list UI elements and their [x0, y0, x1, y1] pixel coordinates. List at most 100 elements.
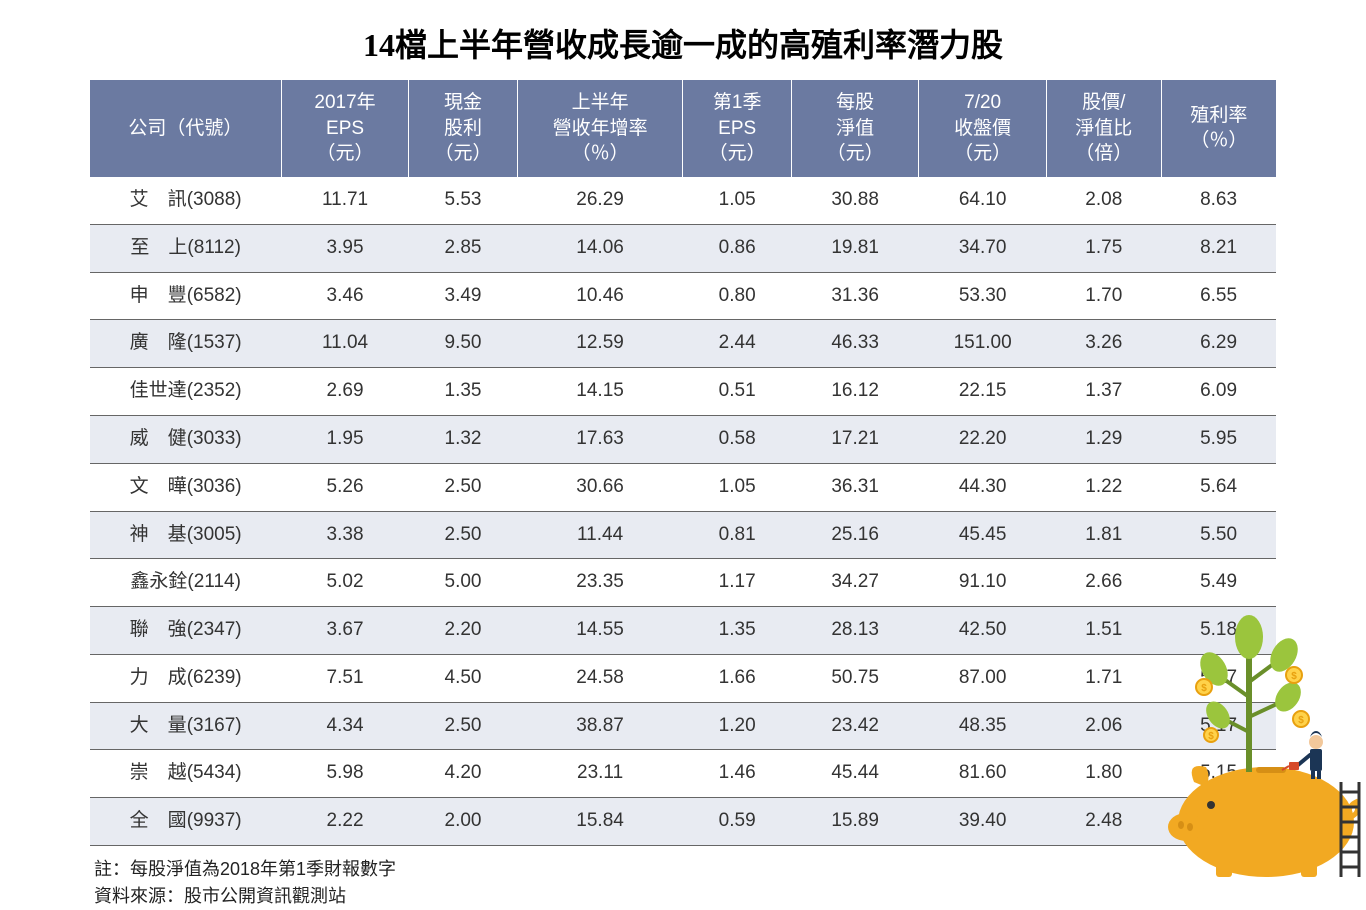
cell-h1growth: 24.58: [517, 654, 683, 702]
cell-eps2017: 11.71: [281, 177, 409, 224]
cell-pb: 1.75: [1046, 224, 1161, 272]
cell-q1eps: 0.81: [683, 511, 791, 559]
cell-cashdiv: 2.20: [409, 607, 517, 655]
table-body: 艾 訊(3088)11.715.5326.291.0530.8864.102.0…: [90, 177, 1276, 846]
cell-yield: 6.29: [1161, 320, 1276, 368]
col-close: 7/20收盤價（元）: [919, 80, 1047, 177]
cell-cashdiv: 2.50: [409, 702, 517, 750]
cell-cashdiv: 5.53: [409, 177, 517, 224]
table-row: 佳世達(2352)2.691.3514.150.5116.1222.151.37…: [90, 368, 1276, 416]
table-header-row: 公司（代號） 2017年EPS（元） 現金股利（元） 上半年營收年增率（％） 第…: [90, 80, 1276, 177]
cell-eps2017: 5.02: [281, 559, 409, 607]
table-row: 至 上(8112)3.952.8514.060.8619.8134.701.75…: [90, 224, 1276, 272]
cell-h1growth: 12.59: [517, 320, 683, 368]
footnote-line1: 註：每股淨值為2018年第1季財報數字: [94, 856, 1276, 883]
cell-h1growth: 14.55: [517, 607, 683, 655]
cell-pb: 1.51: [1046, 607, 1161, 655]
cell-q1eps: 2.44: [683, 320, 791, 368]
cell-company: 神 基(3005): [90, 511, 281, 559]
cell-bvps: 15.89: [791, 798, 919, 846]
cell-close: 39.40: [919, 798, 1047, 846]
cell-q1eps: 0.51: [683, 368, 791, 416]
cell-bvps: 28.13: [791, 607, 919, 655]
cell-eps2017: 5.26: [281, 463, 409, 511]
cell-company: 申 豐(6582): [90, 272, 281, 320]
table-row: 文 曄(3036)5.262.5030.661.0536.3144.301.22…: [90, 463, 1276, 511]
stock-table: 公司（代號） 2017年EPS（元） 現金股利（元） 上半年營收年增率（％） 第…: [90, 80, 1276, 846]
cell-bvps: 23.42: [791, 702, 919, 750]
cell-eps2017: 7.51: [281, 654, 409, 702]
cell-bvps: 19.81: [791, 224, 919, 272]
cell-bvps: 46.33: [791, 320, 919, 368]
cell-bvps: 31.36: [791, 272, 919, 320]
cell-yield: 8.21: [1161, 224, 1276, 272]
table-row: 大 量(3167)4.342.5038.871.2023.4248.352.06…: [90, 702, 1276, 750]
cell-pb: 1.81: [1046, 511, 1161, 559]
cell-q1eps: 0.59: [683, 798, 791, 846]
cell-company: 力 成(6239): [90, 654, 281, 702]
cell-close: 22.15: [919, 368, 1047, 416]
table-row: 神 基(3005)3.382.5011.440.8125.1645.451.81…: [90, 511, 1276, 559]
cell-yield: 5.18: [1161, 607, 1276, 655]
cell-yield: 5.50: [1161, 511, 1276, 559]
cell-eps2017: 2.22: [281, 798, 409, 846]
cell-q1eps: 1.46: [683, 750, 791, 798]
cell-yield: 5.08: [1161, 798, 1276, 846]
cell-company: 鑫永銓(2114): [90, 559, 281, 607]
cell-company: 艾 訊(3088): [90, 177, 281, 224]
cell-pb: 2.08: [1046, 177, 1161, 224]
cell-close: 91.10: [919, 559, 1047, 607]
cell-close: 64.10: [919, 177, 1047, 224]
cell-h1growth: 38.87: [517, 702, 683, 750]
cell-close: 42.50: [919, 607, 1047, 655]
footnote-line2: 資料來源：股市公開資訊觀測站: [94, 883, 1276, 910]
cell-close: 151.00: [919, 320, 1047, 368]
cell-cashdiv: 4.20: [409, 750, 517, 798]
cell-cashdiv: 2.00: [409, 798, 517, 846]
cell-h1growth: 17.63: [517, 415, 683, 463]
cell-q1eps: 1.35: [683, 607, 791, 655]
cell-close: 44.30: [919, 463, 1047, 511]
cell-cashdiv: 4.50: [409, 654, 517, 702]
cell-pb: 2.66: [1046, 559, 1161, 607]
cell-company: 佳世達(2352): [90, 368, 281, 416]
cell-q1eps: 1.20: [683, 702, 791, 750]
cell-cashdiv: 1.32: [409, 415, 517, 463]
cell-h1growth: 14.06: [517, 224, 683, 272]
cell-pb: 3.26: [1046, 320, 1161, 368]
cell-cashdiv: 2.50: [409, 463, 517, 511]
cell-company: 文 曄(3036): [90, 463, 281, 511]
cell-yield: 5.17: [1161, 654, 1276, 702]
cell-pb: 1.37: [1046, 368, 1161, 416]
cell-h1growth: 11.44: [517, 511, 683, 559]
cell-bvps: 17.21: [791, 415, 919, 463]
cell-yield: 5.64: [1161, 463, 1276, 511]
cell-cashdiv: 5.00: [409, 559, 517, 607]
table-row: 艾 訊(3088)11.715.5326.291.0530.8864.102.0…: [90, 177, 1276, 224]
table-row: 威 健(3033)1.951.3217.630.5817.2122.201.29…: [90, 415, 1276, 463]
table-row: 力 成(6239)7.514.5024.581.6650.7587.001.71…: [90, 654, 1276, 702]
cell-yield: 5.49: [1161, 559, 1276, 607]
cell-company: 聯 強(2347): [90, 607, 281, 655]
cell-cashdiv: 3.49: [409, 272, 517, 320]
cell-company: 威 健(3033): [90, 415, 281, 463]
table-row: 鑫永銓(2114)5.025.0023.351.1734.2791.102.66…: [90, 559, 1276, 607]
cell-h1growth: 26.29: [517, 177, 683, 224]
cell-q1eps: 0.80: [683, 272, 791, 320]
col-company: 公司（代號）: [90, 80, 281, 177]
cell-q1eps: 1.05: [683, 177, 791, 224]
cell-close: 34.70: [919, 224, 1047, 272]
cell-cashdiv: 2.50: [409, 511, 517, 559]
cell-pb: 1.71: [1046, 654, 1161, 702]
cell-eps2017: 3.67: [281, 607, 409, 655]
cell-pb: 2.06: [1046, 702, 1161, 750]
page-title: 14檔上半年營收成長逾一成的高殖利率潛力股: [90, 20, 1276, 66]
cell-q1eps: 1.66: [683, 654, 791, 702]
cell-eps2017: 3.46: [281, 272, 409, 320]
cell-company: 至 上(8112): [90, 224, 281, 272]
cell-eps2017: 2.69: [281, 368, 409, 416]
col-yield: 殖利率（％）: [1161, 80, 1276, 177]
cell-eps2017: 4.34: [281, 702, 409, 750]
cell-eps2017: 3.38: [281, 511, 409, 559]
col-q1eps: 第1季EPS（元）: [683, 80, 791, 177]
